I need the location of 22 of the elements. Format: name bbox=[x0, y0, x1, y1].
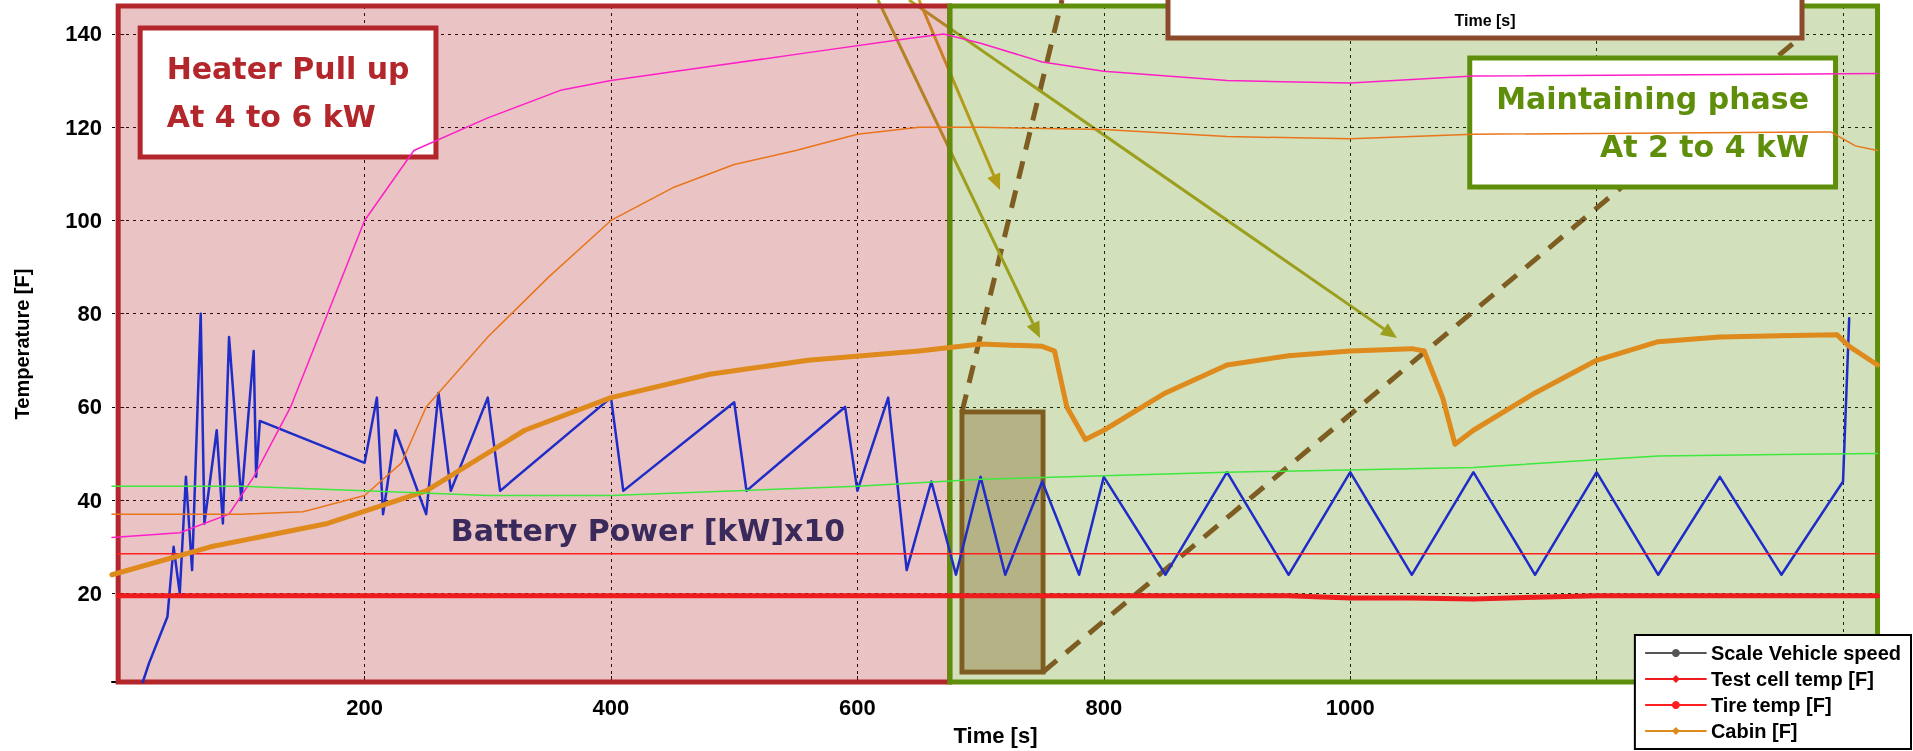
legend-label: Scale Vehicle speed bbox=[1710, 642, 1902, 664]
band-label: Maintaining phase At 2 to 4 kW bbox=[1496, 81, 1810, 164]
y-tick-label: 60 bbox=[77, 394, 102, 420]
band-label: Heater Pull up At 4 to 6 kW bbox=[166, 51, 410, 134]
y-tick-label: 80 bbox=[77, 301, 102, 327]
y-tick-label: 100 bbox=[65, 207, 102, 233]
x-axis-title: Time [s] bbox=[953, 722, 1038, 748]
x-tick-label: 600 bbox=[839, 694, 876, 720]
annotation: Battery Power [kW]x10 bbox=[450, 513, 846, 548]
y-tick-label: 20 bbox=[77, 580, 102, 606]
x-tick-label: 1000 bbox=[1325, 694, 1375, 720]
legend-label: Cabin [F] bbox=[1710, 720, 1798, 742]
y-axis-title: Temperature [F] bbox=[11, 268, 33, 420]
x-tick-label: 800 bbox=[1085, 694, 1123, 720]
x-tick-label: 200 bbox=[346, 694, 383, 720]
y-tick-label: 140 bbox=[65, 21, 102, 47]
annotation: Time [s] bbox=[1454, 12, 1516, 29]
x-tick-label: 400 bbox=[592, 694, 630, 720]
legend-label: Test cell temp [F] bbox=[1710, 668, 1874, 690]
y-tick-label: 120 bbox=[65, 114, 102, 140]
y-tick-label: 40 bbox=[77, 487, 102, 513]
legend-label: Tire temp [F] bbox=[1710, 694, 1832, 716]
